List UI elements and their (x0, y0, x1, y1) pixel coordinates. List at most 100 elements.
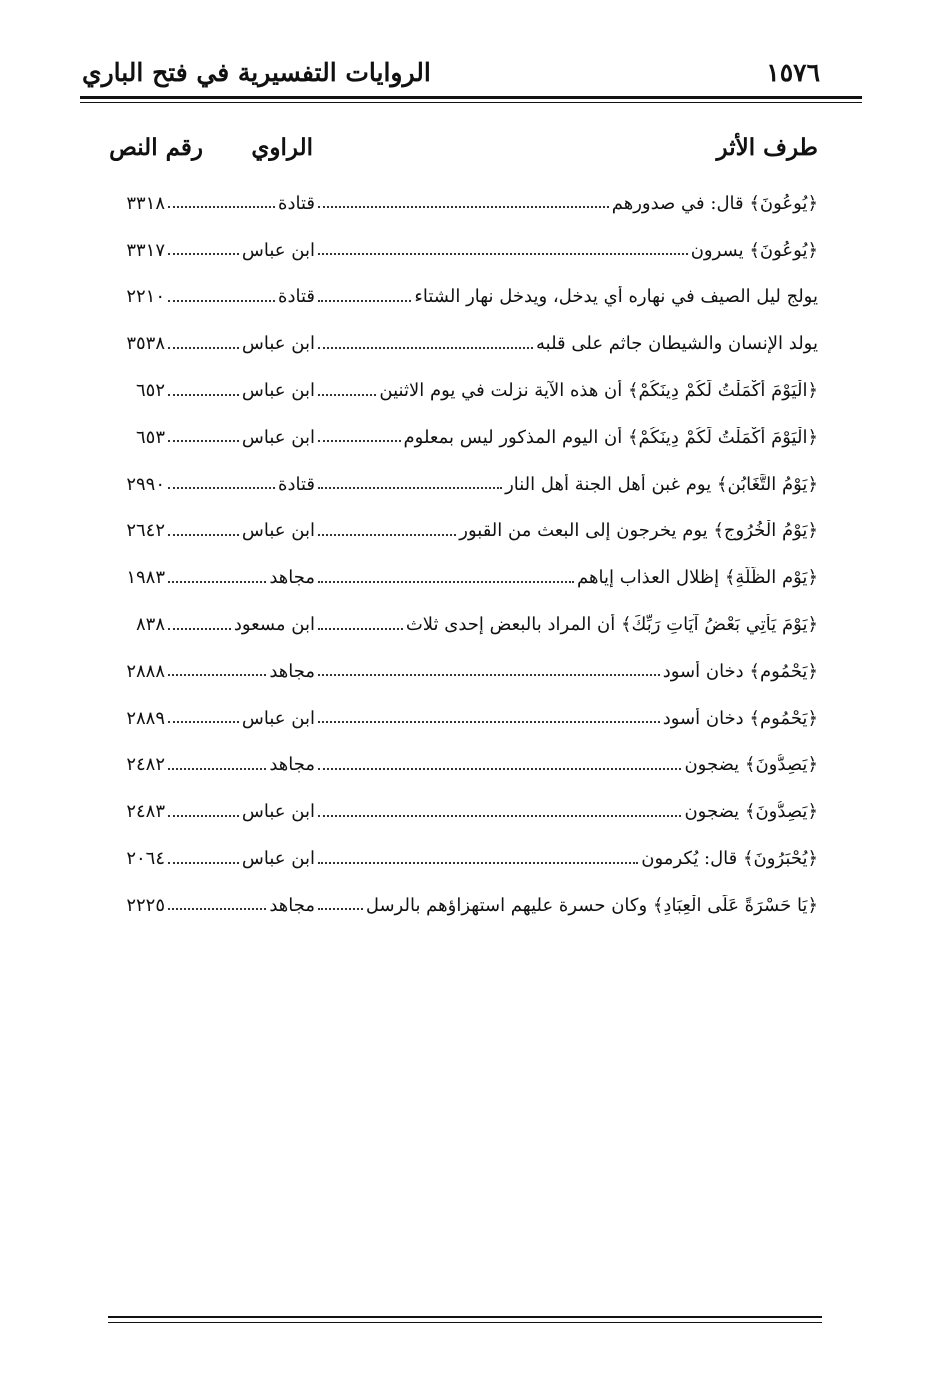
footer-rule (108, 1316, 822, 1318)
text-number: ٢٩٩٠ (126, 473, 165, 495)
index-cell: ﴿يَصِدُّونَ﴾ يضجون (315, 801, 818, 822)
dot-leader (318, 292, 412, 302)
narrator: مجاهد (269, 567, 315, 589)
index-row: ﴿يُوعُونَ﴾ قال: في صدورهم قتادة ٣٣١٨ (108, 180, 818, 227)
dot-leader (318, 198, 609, 209)
index-cell: ﴿يُوعُونَ﴾ قال: في صدورهم (315, 193, 818, 214)
dot-leader (318, 900, 363, 911)
index-cell: ٢٢٢٥ (108, 895, 165, 916)
index-cell: ٢٠٦٤ (108, 848, 165, 869)
index-cell: ﴿يَوْمُ التَّغَابُنِ﴾ يوم غبن أهل الجنة … (315, 474, 818, 495)
dot-leader (168, 292, 276, 302)
dot-leader (318, 386, 377, 396)
index-cell: ٢٩٩٠ (108, 474, 165, 495)
footer-rule (108, 1322, 822, 1323)
athar-text: يولد الإنسان والشيطان جاثم على قلبه (536, 333, 818, 355)
dot-leader (318, 854, 639, 864)
dot-leader (168, 666, 267, 677)
index-cell: ابن عباس (165, 240, 315, 261)
index-row: ﴿يَصِدُّونَ﴾ يضجون مجاهد ٢٤٨٢ (108, 742, 818, 789)
text-number: ٦٥٢ (135, 380, 165, 402)
text-number: ٢٦٤٢ (126, 520, 165, 542)
index-cell: ١٩٨٣ (108, 567, 165, 588)
dot-leader (168, 386, 239, 396)
dot-leader (168, 807, 239, 817)
narrator: ابن عباس (241, 707, 315, 729)
index-cell: مجاهد (165, 895, 315, 916)
athar-text: ﴿يَا حَسْرَةً عَلَى الْعِبَادِ﴾ وكان حسر… (365, 894, 818, 916)
athar-text: ﴿الْيَوْمَ أَكْمَلْتُ لَكُمْ دِينَكُمْ﴾ … (403, 426, 818, 448)
index-row: ﴿يَوْمَ يَأْتِي بَعْضُ آيَاتِ رَبِّكَ﴾ أ… (108, 601, 818, 648)
athar-text: ﴿يَوْمُ الْخُرُوجِ﴾ يوم يخرجون إلى البعث… (459, 520, 818, 542)
header-rule (80, 102, 862, 103)
text-number: ٢٢١٠ (126, 286, 165, 308)
narrator: مجاهد (269, 894, 315, 916)
index-cell: ﴿يَوْمَ يَأْتِي بَعْضُ آيَاتِ رَبِّكَ﴾ أ… (315, 614, 818, 635)
text-number: ٢٢٢٥ (126, 894, 165, 916)
index-row: ﴿يَوْمُ التَّغَابُنِ﴾ يوم غبن أهل الجنة … (108, 461, 818, 508)
index-cell: ﴿يَحْمُومٍ﴾ دخان أسود (315, 708, 818, 729)
dot-leader (318, 479, 503, 490)
index-cell: ﴿يُوعُونَ﴾ يسرون (315, 240, 818, 261)
narrator: ابن عباس (241, 239, 315, 261)
narrator: قتادة (278, 192, 315, 214)
dot-leader (168, 760, 267, 770)
index-cell: ﴿الْيَوْمَ أَكْمَلْتُ لَكُمْ دِينَكُمْ﴾ … (315, 427, 818, 448)
text-number: ٢٤٨٣ (126, 801, 165, 823)
column-header: رقم النص (109, 134, 203, 161)
dot-leader (318, 339, 534, 349)
index-cell: ٢٤٨٢ (108, 754, 165, 775)
index-cell: ٣٣١٨ (108, 193, 165, 214)
index-table: ﴿يُوعُونَ﴾ قال: في صدورهم قتادة ٣٣١٨ ﴿يُوعُ… (108, 180, 818, 929)
index-cell: ٦٥٢ (108, 380, 165, 401)
index-cell: ٢٨٨٩ (108, 708, 165, 729)
index-cell: ٦٥٣ (108, 427, 165, 448)
index-cell: قتادة (165, 193, 315, 214)
narrator: ابن عباس (241, 380, 315, 402)
index-row: ﴿يَوْمِ الظُّلَّةِ﴾ إظلال العذاب إياهم مج… (108, 554, 818, 601)
dot-leader (168, 620, 231, 630)
index-cell: ٨٣٨ (108, 614, 165, 635)
index-cell: ٢٦٤٢ (108, 520, 165, 541)
text-number: ٣٣١٧ (126, 239, 165, 261)
column-header: الراوي (251, 134, 313, 161)
header-rule (80, 96, 862, 99)
athar-text: ﴿يَوْمِ الظُّلَّةِ﴾ إظلال العذاب إياهم (577, 567, 818, 589)
index-cell: مجاهد (165, 661, 315, 682)
narrator: قتادة (278, 473, 315, 495)
dot-leader (168, 432, 239, 443)
index-row: يولد الإنسان والشيطان جاثم على قلبه ابن ع… (108, 320, 818, 367)
index-cell: ٣٥٣٨ (108, 333, 165, 354)
dot-leader (168, 245, 239, 256)
table-header: طرف الأثر الراوي رقم النص (108, 134, 818, 170)
running-title: الروايات التفسيرية في فتح الباري (82, 58, 431, 87)
index-cell: ﴿يَوْمُ الْخُرُوجِ﴾ يوم يخرجون إلى البعث… (315, 520, 818, 541)
index-cell: مجاهد (165, 567, 315, 588)
index-cell: ابن عباس (165, 801, 315, 822)
narrator: ابن عباس (241, 333, 315, 355)
page-number: ١٥٧٦ (766, 58, 820, 87)
text-number: ٣٣١٨ (126, 192, 165, 214)
text-number: ٦٥٣ (135, 426, 165, 448)
athar-text: ﴿يَصِدُّونَ﴾ يضجون (684, 801, 818, 823)
index-cell: ﴿يَا حَسْرَةً عَلَى الْعِبَادِ﴾ وكان حسر… (315, 895, 818, 916)
index-cell: ﴿يَوْمِ الظُّلَّةِ﴾ إظلال العذاب إياهم (315, 567, 818, 588)
index-row: ﴿يَحْمُومٍ﴾ دخان أسود ابن عباس ٢٨٨٩ (108, 695, 818, 742)
index-row: ﴿يُحْبَرُونَ﴾ قال: يُكرمون ابن عباس ٢٠٦٤ (108, 835, 818, 882)
text-number: ٢٨٨٩ (126, 707, 165, 729)
index-row: ﴿الْيَوْمَ أَكْمَلْتُ لَكُمْ دِينَكُمْ﴾ … (108, 367, 818, 414)
athar-text: ﴿يَوْمُ التَّغَابُنِ﴾ يوم غبن أهل الجنة … (505, 473, 818, 495)
index-row: ﴿الْيَوْمَ أَكْمَلْتُ لَكُمْ دِينَكُمْ﴾ … (108, 414, 818, 461)
dot-leader (318, 666, 660, 677)
index-row: يولج ليل الصيف في نهاره أي يدخل، ويدخل ن… (108, 274, 818, 321)
index-cell: ﴿الْيَوْمَ أَكْمَلْتُ لَكُمْ دِينَكُمْ﴾ … (315, 380, 818, 401)
narrator: مجاهد (269, 660, 315, 682)
index-cell: ابن عباس (165, 380, 315, 401)
narrator: ابن عباس (241, 848, 315, 870)
athar-text: يولج ليل الصيف في نهاره أي يدخل، ويدخل ن… (414, 286, 818, 308)
athar-text: ﴿يُوعُونَ﴾ قال: في صدورهم (611, 192, 818, 214)
index-row: ﴿يَحْمُومٍ﴾ دخان أسود مجاهد ٢٨٨٨ (108, 648, 818, 695)
dot-leader (318, 620, 403, 630)
index-cell: يولج ليل الصيف في نهاره أي يدخل، ويدخل ن… (315, 286, 818, 307)
